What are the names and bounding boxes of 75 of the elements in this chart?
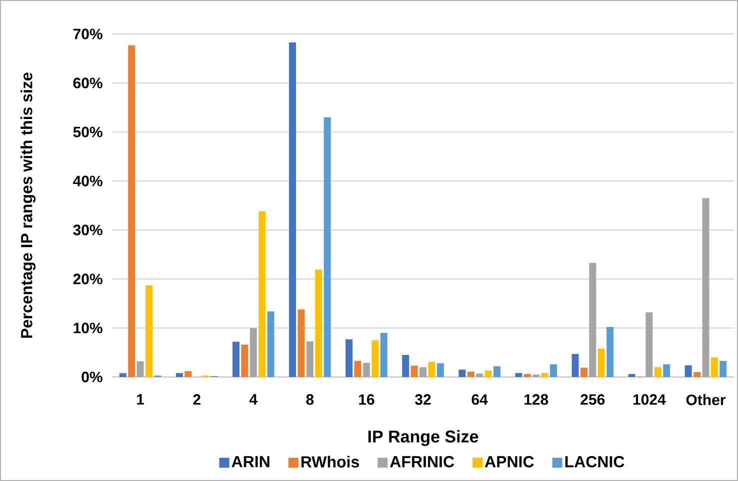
legend-label: LACNIC: [565, 456, 624, 468]
bar: [258, 211, 266, 377]
bar: [136, 361, 144, 377]
bar: [493, 366, 500, 377]
bar: [232, 342, 240, 377]
bar: [663, 364, 670, 377]
bar: [436, 363, 444, 377]
bar: [176, 373, 183, 377]
bar: [184, 371, 192, 377]
x-tick-label: 64: [472, 394, 488, 405]
x-tick-label: 256: [580, 394, 605, 405]
bar: [145, 285, 152, 377]
bar: [524, 374, 531, 377]
bar: [428, 362, 436, 377]
x-tick-label: 1024: [633, 394, 666, 405]
bar: [606, 327, 614, 377]
bar: [298, 309, 305, 377]
bar: [410, 366, 418, 377]
bar: [550, 364, 557, 377]
y-tick-label: 60%: [73, 78, 102, 88]
bar: [484, 370, 492, 377]
bar: [402, 354, 410, 377]
x-axis-title: IP Range Size: [368, 430, 478, 446]
y-axis-title: Percentage IP ranges with this size: [20, 72, 36, 338]
bar: [654, 367, 662, 377]
bar: [598, 348, 605, 377]
bar: [515, 373, 522, 377]
y-tick-label: 30%: [73, 224, 102, 236]
legend-label: APNIC: [484, 456, 534, 468]
x-tick-label: Other: [686, 394, 726, 406]
bar: [250, 328, 257, 377]
bar: [572, 354, 579, 377]
x-tick-label: 16: [359, 394, 374, 405]
bar: [128, 45, 136, 377]
y-tick-label: 0%: [82, 372, 102, 382]
bar: [380, 332, 388, 377]
bar: [646, 312, 653, 377]
bar: [119, 373, 126, 377]
bar: [702, 198, 710, 377]
bar: [684, 365, 692, 377]
x-tick-label: 32: [415, 394, 431, 405]
bar: [458, 370, 466, 377]
y-tick-label: 20%: [73, 274, 102, 284]
x-tick-label: 2: [193, 394, 200, 405]
bar: [420, 367, 427, 377]
bar: [589, 262, 596, 377]
y-tick-label: 50%: [73, 126, 102, 138]
x-tick-label: 8: [306, 394, 314, 405]
x-tick-label: 4: [249, 394, 258, 405]
bar: [694, 372, 701, 377]
y-tick-label: 10%: [74, 322, 102, 334]
y-tick-label: 40%: [73, 176, 102, 186]
bar: [628, 374, 636, 377]
y-tick-label: 70%: [73, 28, 102, 40]
bar: [354, 360, 362, 377]
legend-label: RWhois: [301, 456, 359, 468]
bar: [324, 117, 331, 377]
bar: [372, 340, 379, 377]
bar: [289, 42, 296, 377]
x-tick-label: 128: [524, 394, 548, 405]
bar: [580, 368, 588, 377]
bar: [467, 372, 474, 377]
bar: [306, 341, 314, 377]
legend-label: AFRINIC: [390, 456, 454, 468]
bar: [720, 360, 727, 377]
bar: [241, 344, 248, 377]
legend-label: ARIN: [232, 456, 270, 468]
bar: [315, 270, 322, 377]
bar: [541, 373, 548, 377]
bar: [346, 339, 353, 377]
bar: [362, 362, 370, 377]
x-tick-label: 1: [137, 394, 144, 405]
bar: [476, 374, 484, 377]
bar: [710, 357, 718, 377]
bar: [267, 311, 274, 377]
